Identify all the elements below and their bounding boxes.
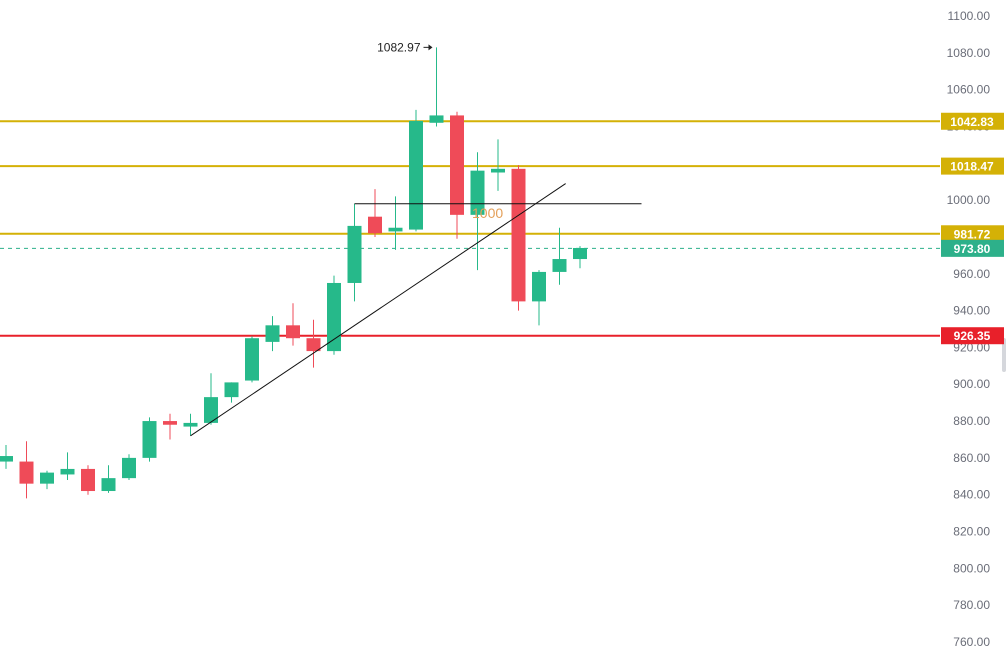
last-price-badge-text: 973.80 [954, 242, 991, 256]
y-tick-label: 820.00 [953, 525, 990, 539]
candle-down[interactable] [81, 468, 95, 492]
y-tick-label: 780.00 [953, 598, 990, 612]
price-levels-layer [0, 120, 940, 337]
ray-label: 1000 [472, 205, 503, 221]
arrow-head-icon [428, 44, 433, 51]
candle-down[interactable] [511, 168, 526, 302]
last-price-badge [941, 239, 1004, 257]
candle-up[interactable] [429, 115, 444, 123]
price-level-badge-text: 1018.47 [950, 160, 994, 174]
candle-up[interactable] [327, 282, 341, 352]
candle-down[interactable] [450, 115, 464, 215]
candle-up[interactable] [101, 478, 116, 492]
high-annotation: 1082.97 [377, 40, 421, 54]
price-level-badge [941, 112, 1004, 130]
candle-down[interactable] [163, 421, 177, 425]
y-tick-label: 760.00 [953, 635, 990, 647]
price-level-badge-text: 981.72 [954, 227, 991, 241]
y-tick-label: 1080.00 [947, 46, 991, 60]
price-badges: 1042.83 1018.47 981.72 926.35 973.80 [941, 112, 1004, 345]
candle-up[interactable] [142, 421, 157, 458]
candle-up[interactable] [60, 468, 75, 475]
candle-up[interactable] [122, 457, 136, 479]
candle-up[interactable] [573, 247, 587, 260]
axis-scroll-handle[interactable] [1002, 338, 1006, 372]
candles-layer [0, 47, 587, 499]
candle-up[interactable] [491, 168, 505, 173]
y-tick-label: 860.00 [953, 451, 990, 465]
y-tick-label: 1060.00 [947, 83, 991, 97]
candle-up[interactable] [224, 382, 239, 398]
y-tick-label: 880.00 [953, 414, 990, 428]
candle-up[interactable] [265, 325, 280, 342]
candle-down[interactable] [286, 325, 300, 339]
y-tick-label: 1100.00 [948, 9, 991, 23]
candle-down[interactable] [306, 338, 321, 352]
y-tick-label: 840.00 [953, 488, 990, 502]
drawings-layer: 1000 1082.97 [190, 40, 642, 437]
candle-down[interactable] [19, 461, 34, 484]
price-level-badge [941, 157, 1004, 175]
price-level-badge-text: 926.35 [954, 329, 991, 343]
price-axis[interactable]: 760.00 780.00 800.00 820.00 840.00 860.00 880.… [947, 9, 1006, 647]
candle-down[interactable] [368, 216, 382, 234]
candle-up[interactable] [204, 397, 218, 423]
y-tick-label: 900.00 [953, 377, 990, 391]
price-level-badge [941, 327, 1004, 345]
candle-up[interactable] [409, 120, 423, 230]
candle-up[interactable] [0, 456, 13, 462]
candle-up[interactable] [40, 472, 54, 484]
candle-up[interactable] [388, 227, 403, 232]
candle-up[interactable] [552, 259, 567, 272]
price-level-badge-text: 1042.83 [950, 115, 994, 129]
price-level-badge [941, 225, 1004, 243]
candle-up[interactable] [183, 422, 198, 427]
y-tick-label: 940.00 [953, 304, 990, 318]
y-tick-label: 1000.00 [947, 193, 991, 207]
candle-up[interactable] [532, 271, 546, 302]
y-tick-label: 960.00 [953, 267, 990, 281]
y-tick-label: 800.00 [953, 561, 990, 575]
trendline[interactable] [190, 183, 566, 437]
candle-up[interactable] [347, 225, 362, 283]
candle-up[interactable] [245, 338, 259, 381]
